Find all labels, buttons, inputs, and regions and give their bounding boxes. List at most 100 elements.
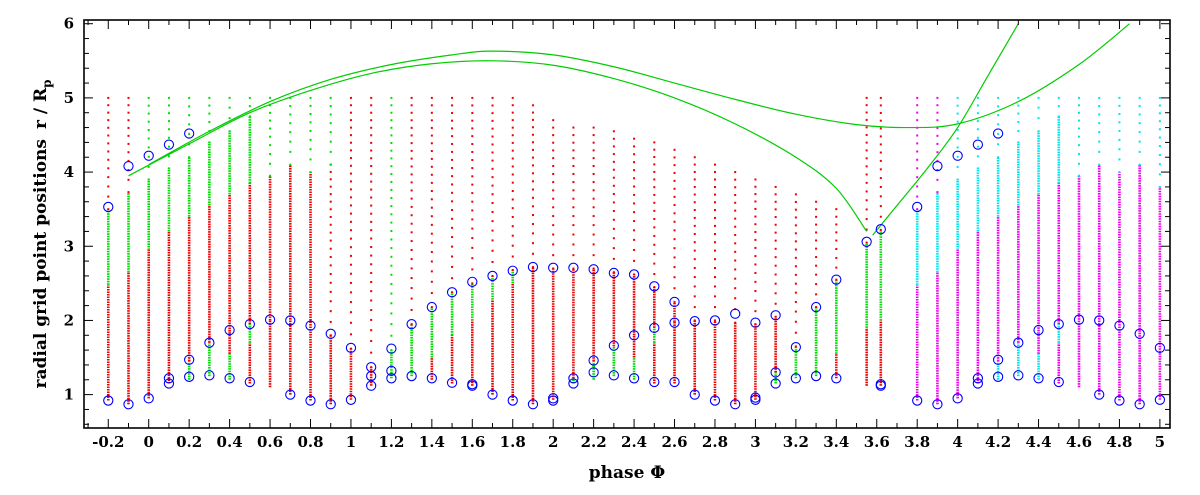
x-tick-label: 3.6 <box>864 433 890 451</box>
marker-circle <box>992 128 1004 139</box>
grid-point <box>491 201 494 204</box>
grid-point <box>127 119 130 122</box>
grid-point <box>774 292 777 295</box>
grid-point <box>879 228 882 231</box>
marker-circle <box>103 395 114 406</box>
grid-point <box>592 149 595 152</box>
grid-point <box>1017 112 1020 115</box>
x-tick-label: 0.2 <box>176 433 202 451</box>
grid-point <box>349 291 352 294</box>
grid-point <box>451 200 454 203</box>
grid-point <box>390 255 393 258</box>
grid-point <box>410 126 413 129</box>
grid-point <box>349 263 352 266</box>
grid-point <box>633 145 636 148</box>
grid-point <box>612 160 615 163</box>
marker-circle <box>386 365 397 377</box>
grid-point <box>451 150 454 153</box>
grid-point <box>349 204 352 207</box>
grid-point <box>491 184 494 187</box>
marker-circle <box>264 314 276 325</box>
grid-point <box>471 143 474 146</box>
marker-circle <box>103 201 114 213</box>
grid-point <box>754 223 757 226</box>
grid-point <box>370 212 373 215</box>
x-tick-label: 1.6 <box>459 433 485 451</box>
grid-column <box>187 96 191 380</box>
grid-point <box>269 135 272 138</box>
grid-point <box>693 178 696 181</box>
marker-circle <box>285 315 296 326</box>
grid-point <box>167 155 170 158</box>
grid-point <box>936 111 939 114</box>
grid-point <box>430 157 433 160</box>
marker-circle <box>810 370 822 382</box>
grid-point <box>956 128 959 131</box>
grid-point <box>531 118 534 121</box>
grid-point <box>1158 136 1161 139</box>
grid-point <box>329 281 332 284</box>
grid-point <box>572 165 575 168</box>
grid-point <box>430 104 433 107</box>
marker-circle <box>548 262 559 273</box>
marker-circle <box>770 367 781 378</box>
grid-point <box>774 200 777 203</box>
grid-point <box>1098 163 1101 166</box>
y-axis-label-sub: p <box>40 80 54 88</box>
curves-layer <box>128 23 1130 236</box>
grid-point <box>835 231 838 234</box>
grid-point <box>633 211 636 214</box>
grid-point <box>410 308 413 311</box>
grid-point <box>491 112 494 115</box>
grid-point <box>936 168 939 171</box>
grid-point <box>370 309 373 312</box>
grid-point <box>511 244 514 247</box>
grid-point <box>127 151 130 154</box>
grid-point <box>410 134 413 137</box>
grid-point <box>248 105 251 108</box>
grid-point <box>612 209 615 212</box>
x-tick-label: 4.4 <box>1025 433 1051 451</box>
grid-point <box>774 302 777 305</box>
grid-point <box>491 220 494 223</box>
grid-point <box>188 96 191 99</box>
grid-point <box>1017 96 1020 99</box>
grid-point <box>471 183 474 186</box>
grid-point <box>612 227 615 230</box>
marker-circle <box>972 378 984 389</box>
grid-point <box>572 134 575 137</box>
grid-point <box>794 256 797 259</box>
grid-point <box>390 96 393 99</box>
grid-point <box>107 119 110 122</box>
grid-point <box>713 224 716 227</box>
grid-point <box>713 171 716 174</box>
grid-column <box>794 193 798 379</box>
grid-point <box>451 245 454 248</box>
grid-point <box>1158 120 1161 123</box>
grid-point <box>673 204 676 207</box>
grid-point <box>430 260 433 263</box>
grid-point <box>1158 96 1161 99</box>
grid-point <box>835 215 838 218</box>
grid-point <box>349 272 352 275</box>
grid-point <box>936 96 939 99</box>
grid-column <box>390 96 393 379</box>
grid-point <box>916 208 919 211</box>
marker-circle <box>446 287 458 298</box>
grid-point <box>430 270 433 273</box>
marker-circle <box>507 395 518 406</box>
grid-point <box>430 165 433 168</box>
marker-circle <box>1134 399 1145 410</box>
grid-point <box>1077 111 1080 114</box>
grid-column <box>879 96 883 386</box>
grid-point <box>572 215 575 218</box>
grid-point <box>167 145 170 148</box>
grid-point <box>633 238 636 241</box>
grid-point <box>592 172 595 175</box>
grid-point <box>754 263 757 266</box>
grid-point <box>329 215 332 218</box>
grid-point <box>794 208 797 211</box>
grid-point <box>370 254 373 257</box>
grid-point <box>511 255 514 258</box>
grid-point <box>511 111 514 114</box>
